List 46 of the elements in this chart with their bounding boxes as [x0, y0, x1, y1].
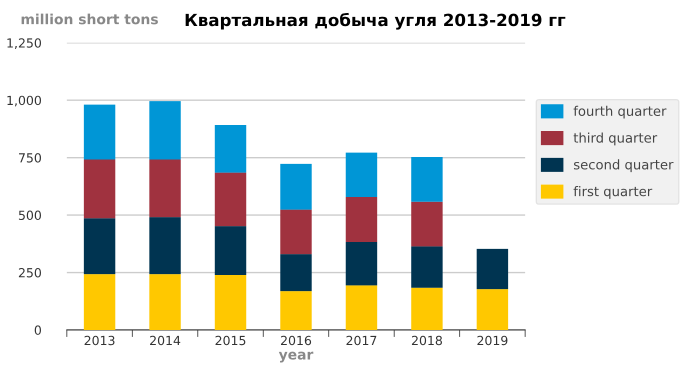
bar [476, 289, 508, 330]
legend-label: third quarter [574, 132, 658, 146]
y-tick-label: 750 [19, 153, 42, 163]
bar [280, 254, 312, 292]
x-tick-label: 2013 [84, 336, 114, 346]
bar [84, 218, 116, 274]
bar [149, 274, 181, 330]
bar [411, 202, 443, 246]
bar [346, 285, 378, 330]
bar [214, 226, 246, 276]
bar [411, 288, 443, 330]
bar [84, 274, 116, 330]
bar [346, 152, 378, 197]
legend-label: fourth quarter [574, 106, 666, 119]
bar [280, 291, 312, 330]
y-tick-label: 1,000 [7, 96, 42, 106]
bar [149, 159, 181, 218]
chart-title: Квартальная добыча угля 2013-2019 гг [186, 12, 566, 30]
x-axis-title: year [278, 352, 314, 362]
y-tick-label: 1,250 [7, 38, 42, 49]
x-tick-label: 2016 [281, 336, 312, 346]
bar [346, 242, 378, 286]
bar [411, 156, 443, 202]
legend-label: first quarter [574, 186, 652, 199]
x-tick-label: 2017 [346, 336, 376, 346]
y-axis-title: million short tons [22, 14, 158, 24]
bar [214, 275, 246, 330]
legend-label: second quarter [574, 159, 674, 172]
y-tick-label: 250 [18, 268, 42, 278]
bar [214, 125, 246, 173]
bar [214, 172, 246, 226]
bar [411, 246, 443, 288]
x-tick-label: 2015 [216, 336, 246, 346]
bar [84, 159, 116, 218]
bar [346, 196, 378, 242]
y-tick-label: 500 [18, 210, 42, 220]
x-tick-label: 2019 [477, 336, 508, 346]
bar [476, 248, 508, 290]
bar [84, 104, 116, 160]
x-tick-label: 2014 [150, 336, 180, 346]
y-tick-label: 0 [34, 325, 42, 335]
bar [280, 164, 312, 210]
bar [149, 217, 181, 274]
bar [149, 101, 181, 160]
bar [280, 210, 312, 254]
x-tick-label: 2018 [412, 336, 442, 346]
